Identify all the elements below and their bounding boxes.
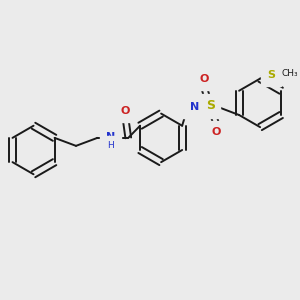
- Text: N: N: [106, 132, 115, 142]
- Text: O: O: [212, 127, 221, 137]
- Text: O: O: [120, 106, 130, 116]
- Text: N: N: [190, 102, 199, 112]
- Text: S: S: [267, 70, 275, 80]
- Text: H: H: [107, 141, 114, 150]
- Text: O: O: [199, 74, 208, 84]
- Text: H: H: [183, 103, 190, 112]
- Text: S: S: [206, 99, 214, 112]
- Text: CH₃: CH₃: [282, 69, 298, 78]
